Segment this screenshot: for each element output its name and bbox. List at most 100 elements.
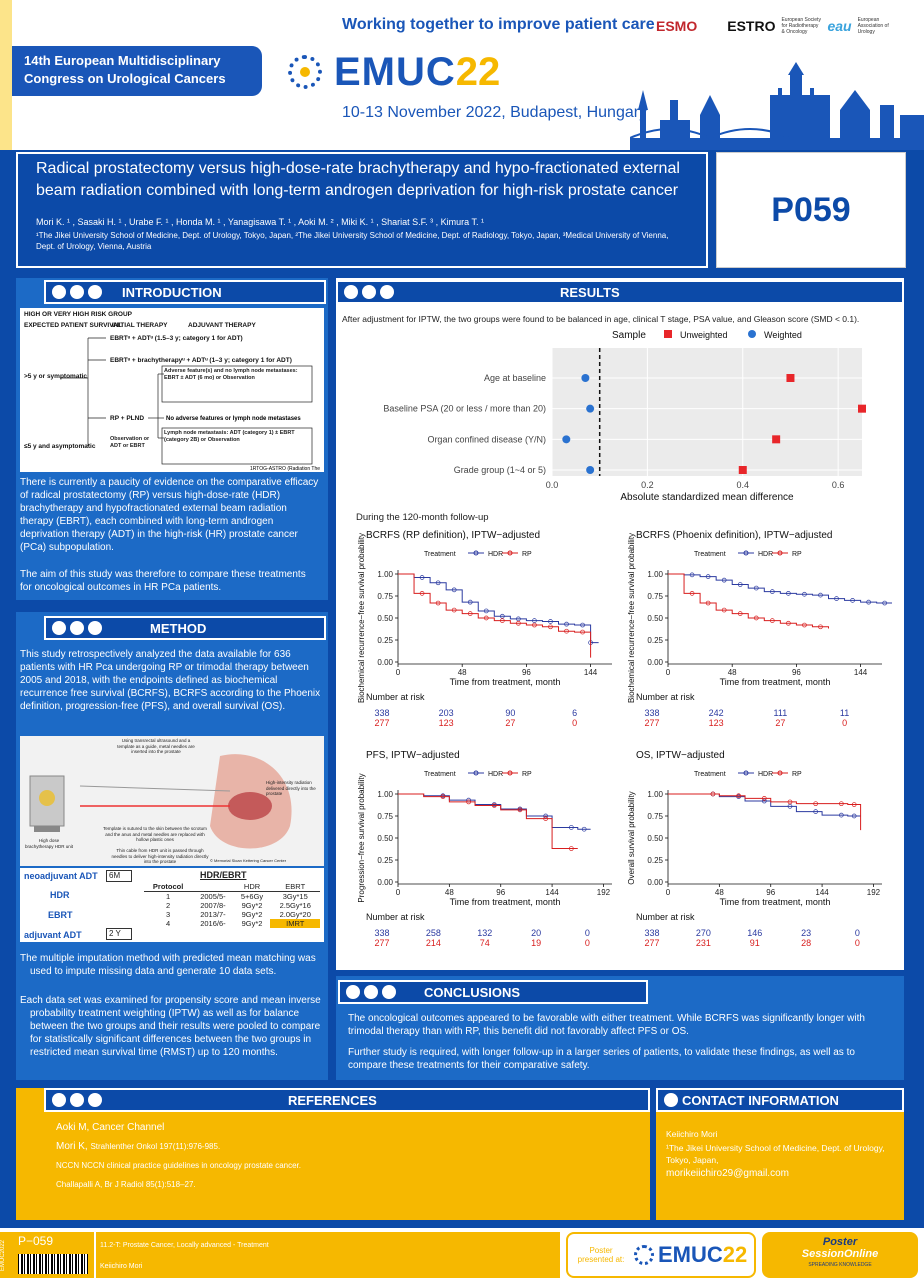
reference-detail: NCCN NCCN clinical practice guidelines i… (56, 1161, 301, 1170)
budapest-skyline-illustration (630, 62, 924, 150)
censor-mark-rp (467, 611, 473, 616)
y-tick-label: 0.00 (647, 878, 663, 887)
censor-mark-rp (543, 816, 549, 821)
km-legend-label: HDR (488, 771, 503, 778)
km-legend-title: Treatment (694, 551, 726, 558)
y-tick-label: 0.00 (647, 658, 663, 667)
risk-rp: 19 (531, 938, 541, 948)
flowchart-row3: RP + PLND (110, 415, 144, 422)
censor-mark-rp (440, 794, 446, 799)
risk-table-title: Number at risk (636, 692, 695, 702)
pso-line-1: Poster (822, 1236, 858, 1248)
illustration-label-1: Using transrectal ultrasound and a templ… (117, 738, 195, 754)
intro-paragraph-1: There is currently a paucity of evidence… (20, 477, 319, 553)
results-title: RESULTS (560, 284, 620, 300)
point-weighted (586, 404, 595, 413)
protocol-table: Protocol HDR EBRT 1 2005/5- 5+6Gy 3Gy*15 2 2007… (144, 882, 320, 928)
km-legend-label: RP (522, 551, 532, 558)
km-legend-marker (743, 550, 749, 556)
km-legend-marker (777, 550, 783, 556)
risk-hdr: 258 (426, 928, 441, 938)
censor-mark-rp (689, 591, 695, 596)
censor-mark-rp (451, 607, 457, 613)
y-tick-label: 0.50 (377, 834, 393, 843)
risk-table-title: Number at risk (636, 912, 695, 922)
protocol-table-cell: 3Gy*15 (282, 892, 308, 901)
protocol-table-header: Protocol HDR EBRT (144, 882, 320, 892)
logo-text-year: 22 (455, 49, 501, 94)
y-tick-label: 0.00 (377, 878, 393, 887)
km-legend-marker (507, 770, 513, 776)
km-legend-label: HDR (758, 551, 773, 558)
footer-logo-year: 22 (722, 1242, 748, 1267)
contact-header: CONTACT INFORMATION (656, 1088, 904, 1112)
protocol-table-cell: 1 (166, 892, 171, 901)
legend-swatch (664, 330, 672, 338)
point-unweighted (786, 374, 795, 382)
censor-mark-hdr (753, 585, 759, 591)
protocol-table-cell: IMRT (270, 919, 320, 928)
footer-vertical-label: EMUC2022 (0, 1232, 14, 1278)
section-dots-icon (52, 285, 102, 299)
censor-mark-hdr (850, 598, 855, 603)
censor-mark-hdr (419, 575, 425, 580)
censor-mark-rp (499, 618, 505, 623)
x-tick-label: 0 (396, 668, 401, 677)
km-legend-marker (473, 770, 479, 776)
illustration-label-4: High dose brachytherapy HDR unit (24, 838, 74, 849)
footer-topic-box: 11.2-T: Prostate Cancer, Locally advance… (96, 1232, 560, 1278)
protocol-table-cell: 2013/7- (200, 910, 226, 919)
km-legend-label: HDR (488, 551, 503, 558)
censor-mark-rp (769, 618, 775, 623)
flowchart-row1: EBRTᵘ + ADTᵘ (1.5–3 y; category 1 for AD… (110, 335, 243, 342)
risk-hdr: 132 (477, 928, 492, 938)
method-title: METHOD (150, 620, 207, 636)
censor-mark-hdr (769, 589, 775, 594)
footer-topic: 11.2-T: Prostate Cancer, Locally advance… (100, 1242, 269, 1249)
x-tick-label: 96 (766, 888, 775, 897)
contact-email[interactable]: morikeiichiro29@gmail.com (666, 1168, 789, 1179)
protocol-table-title: HDR/EBRT (200, 870, 247, 880)
km-legend-title: Treatment (424, 771, 456, 778)
section-dot-icon (664, 1093, 678, 1107)
y-tick-label: 0.25 (377, 636, 393, 645)
estro-subtitle: European Society for Radiotherapy & Onco… (781, 17, 821, 35)
censor-mark-rp (838, 801, 844, 807)
method-paragraph-2: The multiple imputation method with pred… (20, 953, 316, 977)
congress-line-2: Congress on Urological Cancers (24, 71, 226, 86)
y-tick-label: 1.00 (647, 790, 663, 799)
km-curve-hdr (398, 793, 591, 830)
followup-label: During the 120-month follow-up (356, 512, 489, 523)
risk-table-title: Number at risk (366, 912, 425, 922)
km-legend-label: RP (792, 551, 802, 558)
censor-mark-rp (737, 611, 743, 616)
censor-mark-rp (710, 791, 716, 797)
estro-logo: ESTRO (727, 18, 776, 34)
footer-code-box: P−059 (14, 1232, 94, 1278)
risk-hdr: 270 (696, 928, 711, 938)
x-tick-label: 96 (496, 888, 505, 897)
plot-area (552, 348, 862, 476)
risk-rp: 28 (801, 938, 811, 948)
risk-hdr: 338 (374, 708, 389, 718)
protocol-table-cell: 2.5Gy*16 (279, 901, 311, 910)
x-tick-label: 48 (458, 668, 467, 677)
protocol-table-body: 1 2005/5- 5+6Gy 3Gy*15 2 2007/8- 9Gy*2 2.5Gy*16… (144, 892, 320, 928)
flowchart-adv2: No adverse features or lymph node metast… (166, 416, 301, 422)
protocol-table-cell: 9Gy*2 (241, 910, 263, 919)
x-tick-label: 144 (584, 668, 598, 677)
x-tick-label: 0 (396, 888, 401, 897)
method-header: METHOD (44, 616, 326, 640)
point-unweighted (738, 466, 747, 474)
protocol-table-cell: 2005/5- (200, 892, 226, 901)
censor-mark-rp (787, 799, 793, 805)
reference-detail: Strahlenther Onkol 197(11):976-985. (90, 1142, 221, 1151)
censor-mark-hdr (866, 599, 871, 605)
y-axis-label: Biochemical recurrence−free survival pro… (357, 533, 366, 703)
nccn-flowchart: HIGH OR VERY HIGH RISK GROUP EXPECTED PA… (20, 308, 324, 472)
protocol-table-header-cell: HDR (233, 882, 271, 892)
contact-details: Keiichiro Mori ¹The Jikei University Sch… (666, 1128, 898, 1180)
legend-swatch (748, 330, 756, 338)
censor-mark-hdr (787, 803, 793, 809)
protocol-table-row: 1 2005/5- 5+6Gy 3Gy*15 (144, 892, 320, 902)
